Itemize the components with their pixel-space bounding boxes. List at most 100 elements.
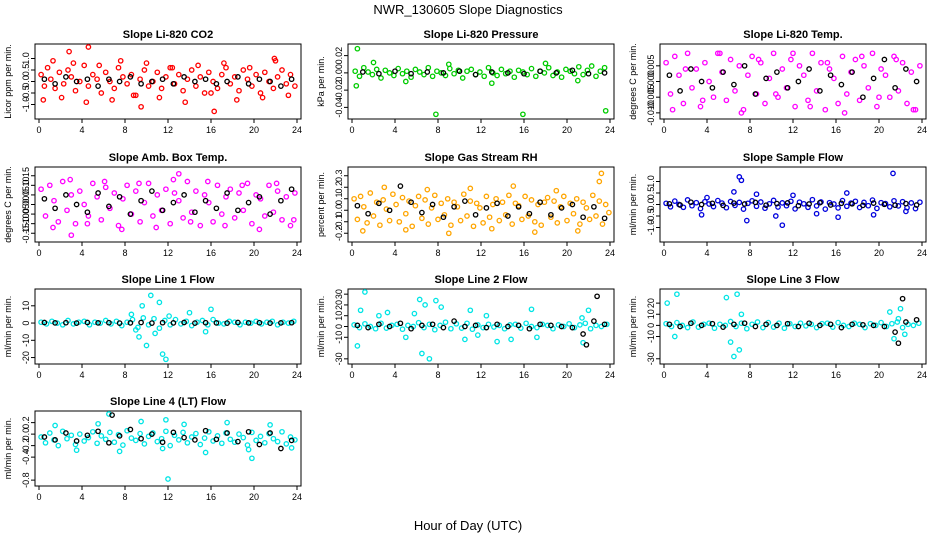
data-point-highlight [494,321,500,328]
data-point [279,428,285,435]
data-point [357,307,364,314]
data-point-highlight [138,80,144,87]
data-point [422,302,428,308]
data-point-highlight [73,438,80,444]
data-point [67,176,74,183]
data-point [360,203,367,210]
y-tick-label: -1.0 [646,220,656,236]
data-point-highlight [224,430,230,436]
x-tick-label: 8 [435,248,440,258]
data-point [509,221,516,227]
data-point [107,429,113,436]
data-point-highlight [267,430,273,436]
data-point [42,213,49,219]
data-point-highlight [451,203,457,210]
x-tick-label: 4 [704,370,709,380]
data-point-highlight [601,215,608,222]
data-point-highlight [213,320,220,326]
data-point [539,321,546,328]
data-point [557,203,564,210]
data-point-highlight [73,201,80,208]
y-tick-label: -0.15 [21,223,31,244]
data-point-highlight [170,429,177,436]
data-point-highlight [106,203,112,210]
data-point [858,53,865,60]
x-tick-label: 16 [831,370,841,380]
data-point [470,223,477,230]
data-point-highlight [526,325,533,332]
data-point [285,92,292,99]
data-point [249,429,255,436]
data-point [676,72,682,79]
data-point-highlight [585,70,592,77]
data-point [283,80,290,87]
data-point [399,70,406,77]
data-point-highlight [138,319,144,326]
x-tick-label: 0 [349,370,354,380]
data-point [809,50,816,57]
y-tick-label: -10 [21,334,31,347]
data-point [824,59,831,66]
data-point [841,110,848,116]
data-point [240,207,247,214]
data-point [96,62,103,69]
data-point-highlight [106,76,112,83]
panel-1: Slope Li-820 CO2 0 4 8 12 16 20 24 -1.0-0.50.00.… [3,29,302,135]
data-point [757,199,764,205]
data-point [38,186,44,193]
data-point [483,312,490,319]
data-point [431,192,438,199]
data-point-highlight [784,200,791,206]
data-point [445,230,452,237]
data-point [736,199,743,206]
data-point-highlight [235,74,241,80]
data-point-highlight [849,200,855,207]
x-tick-label: 8 [747,125,752,135]
data-point [188,434,195,440]
data-point [532,73,539,80]
data-point [236,87,242,94]
data-point [474,332,481,338]
x-tick-label: 8 [747,370,752,380]
data-point [727,339,734,345]
data-point [106,411,112,417]
data-point-highlight [806,201,812,207]
data-point [606,209,612,216]
data-point [193,430,199,437]
x-tick-label: 12 [476,370,486,380]
panel-5: Slope Gas Stream RH0 4 8 12 16 20 24-0.2-0.10.… [316,152,615,258]
data-point-highlight [838,81,845,88]
data-point-highlight [127,74,134,80]
panel-title: Slope Li-820 Pressure [424,29,539,41]
x-tick-label: 4 [704,248,709,258]
data-point-highlight [288,437,295,444]
data-point-highlight [63,430,69,436]
data-point-highlight [838,200,845,207]
data-point-highlight [806,66,812,72]
x-tick-label: 12 [163,125,173,135]
data-point [772,91,779,97]
data-point [753,191,760,198]
data-point-highlight [95,428,101,435]
data-point [175,437,182,443]
data-point [354,216,361,223]
data-point-highlight [483,324,490,331]
data-point [772,213,779,219]
data-point [870,211,877,218]
data-point-highlight [127,426,134,433]
data-point-highlight [451,318,457,324]
data-point [111,190,118,196]
data-point [699,97,706,104]
data-point [451,70,457,77]
data-point [822,106,829,113]
data-point [231,74,238,80]
data-point [202,328,209,335]
data-point-highlight [202,197,209,204]
data-point [714,197,721,204]
data-point-highlight [149,188,155,194]
data-point-highlight [278,197,284,204]
data-point [208,90,214,96]
data-point [783,202,790,209]
